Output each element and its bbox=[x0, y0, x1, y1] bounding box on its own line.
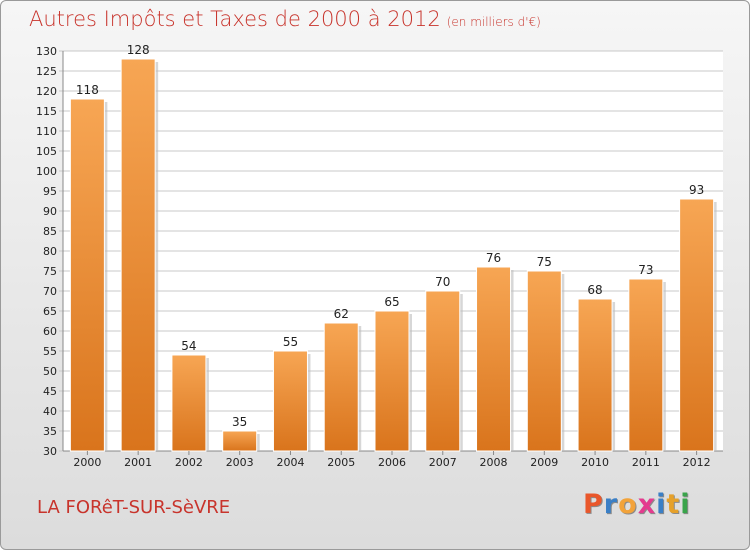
bar-value-label: 68 bbox=[587, 283, 602, 297]
y-tick-label: 130 bbox=[36, 45, 57, 58]
bar bbox=[476, 266, 512, 452]
bar-value-label: 75 bbox=[537, 255, 552, 269]
y-tick-label: 110 bbox=[36, 125, 57, 138]
y-tick-label: 115 bbox=[36, 105, 57, 118]
logo-letter: r bbox=[603, 489, 619, 520]
y-tick-label: 60 bbox=[43, 325, 57, 338]
y-tick-label: 30 bbox=[43, 445, 57, 458]
y-tick-label: 85 bbox=[43, 225, 57, 238]
x-tick-label: 2006 bbox=[378, 456, 406, 469]
bar bbox=[679, 198, 715, 452]
chart-subtitle: (en milliers d'€) bbox=[446, 15, 541, 29]
x-tick-label: 2002 bbox=[175, 456, 203, 469]
y-tick-label: 80 bbox=[43, 245, 57, 258]
bar-value-label: 118 bbox=[76, 83, 99, 97]
y-tick-label: 45 bbox=[43, 385, 57, 398]
bar-value-label: 128 bbox=[127, 43, 150, 57]
logo-letter: x bbox=[637, 489, 657, 520]
logo-letter: P bbox=[583, 489, 604, 520]
x-tick-label: 2009 bbox=[530, 456, 558, 469]
bar bbox=[374, 310, 410, 452]
bar-value-label: 55 bbox=[283, 335, 298, 349]
bar bbox=[577, 298, 613, 452]
x-tick-label: 2000 bbox=[73, 456, 101, 469]
bar-value-label: 35 bbox=[232, 415, 247, 429]
bar-value-label: 93 bbox=[689, 183, 704, 197]
x-tick-label: 2008 bbox=[480, 456, 508, 469]
x-tick-label: 2010 bbox=[581, 456, 609, 469]
chart-title: Autres Impôts et Taxes de 2000 à 2012 (en… bbox=[29, 7, 541, 31]
logo-letter: i bbox=[680, 489, 691, 520]
bar-value-label: 76 bbox=[486, 251, 501, 265]
logo-letter: o bbox=[618, 489, 638, 520]
chart-title-text: Autres Impôts et Taxes de 2000 à 2012 bbox=[29, 7, 441, 31]
y-tick-label: 120 bbox=[36, 85, 57, 98]
bar bbox=[69, 98, 105, 452]
y-tick-label: 100 bbox=[36, 165, 57, 178]
x-tick-label: 2005 bbox=[327, 456, 355, 469]
x-tick-label: 2001 bbox=[124, 456, 152, 469]
y-tick-label: 90 bbox=[43, 205, 57, 218]
bar-value-label: 70 bbox=[435, 275, 450, 289]
bar-value-label: 73 bbox=[638, 263, 653, 277]
logo-letter: t bbox=[666, 489, 681, 520]
bar bbox=[526, 270, 562, 452]
bar-value-label: 65 bbox=[384, 295, 399, 309]
y-tick-label: 40 bbox=[43, 405, 57, 418]
y-tick-label: 95 bbox=[43, 185, 57, 198]
y-tick-label: 70 bbox=[43, 285, 57, 298]
bar-value-label: 54 bbox=[181, 339, 196, 353]
y-tick-label: 50 bbox=[43, 365, 57, 378]
bar-value-label: 62 bbox=[334, 307, 349, 321]
proxiti-logo: Proxiti bbox=[583, 489, 691, 520]
x-tick-label: 2003 bbox=[226, 456, 254, 469]
y-tick-label: 105 bbox=[36, 145, 57, 158]
x-tick-label: 2011 bbox=[632, 456, 660, 469]
x-tick-label: 2012 bbox=[683, 456, 711, 469]
bar bbox=[628, 278, 664, 452]
bar bbox=[222, 430, 258, 452]
bar bbox=[120, 58, 156, 452]
city-name: LA FORêT-SUR-SèVRE bbox=[37, 497, 231, 518]
y-tick-label: 65 bbox=[43, 305, 57, 318]
bar bbox=[272, 350, 308, 452]
y-tick-label: 55 bbox=[43, 345, 57, 358]
y-tick-label: 35 bbox=[43, 425, 57, 438]
y-tick-label: 125 bbox=[36, 65, 57, 78]
x-tick-label: 2004 bbox=[276, 456, 304, 469]
x-tick-label: 2007 bbox=[429, 456, 457, 469]
y-tick-label: 75 bbox=[43, 265, 57, 278]
bar bbox=[425, 290, 461, 452]
bar bbox=[171, 354, 207, 452]
bar bbox=[323, 322, 359, 452]
logo-letter: i bbox=[656, 489, 667, 520]
